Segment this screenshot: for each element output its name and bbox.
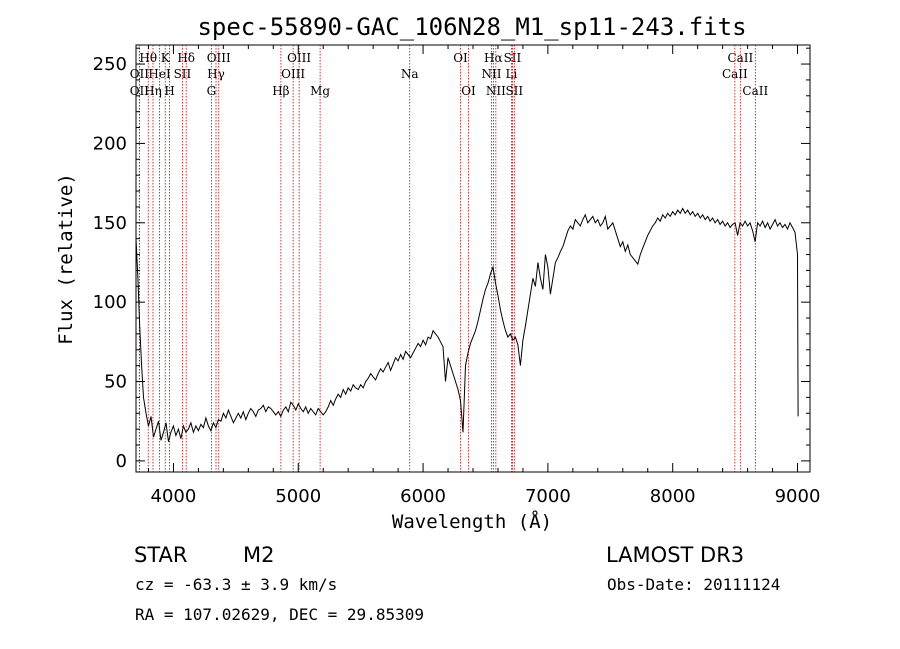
spectral-line-label-3: Hη — [144, 84, 162, 98]
spectral-line-label-27: CaII — [742, 84, 768, 98]
spectral-line-label-14: OIII — [281, 67, 305, 81]
spectral-line-label-21: NII — [486, 84, 506, 98]
survey-name: LAMOST DR3 — [606, 543, 744, 567]
y-tick-label-1: 50 — [104, 372, 127, 393]
x-axis-label: Wavelength (Å) — [392, 510, 552, 533]
spectral-line-label-12: Hβ — [272, 84, 289, 98]
spectral-line-label-13: OIII — [287, 51, 311, 65]
x-tick-label-0: 4000 — [151, 486, 197, 507]
x-tick-label-3: 7000 — [525, 486, 571, 507]
x-tick-label-2: 6000 — [400, 486, 446, 507]
x-tick-label-5: 9000 — [775, 486, 821, 507]
plot-frame — [135, 44, 811, 473]
chart-title: spec-55890-GAC_106N28_M1_sp11-243.fits — [197, 13, 746, 41]
y-tick-label-3: 150 — [93, 213, 127, 234]
spectrum-series — [135, 207, 799, 442]
spectral-line-label-2: OII — [130, 84, 150, 98]
spectral-line-label-1: OII — [130, 67, 150, 81]
observation-date: Obs-Date: 20111124 — [607, 575, 780, 594]
spectral-line-label-23: Li — [506, 67, 518, 81]
spectral-line-label-0: Hθ — [139, 51, 157, 65]
y-axis-ticks: 0 50 100 150 200 250 — [93, 47, 810, 472]
y-tick-label-4: 200 — [93, 133, 127, 154]
spectral-line-label-15: Mg — [310, 84, 330, 98]
spectral-line-label-19: Hα — [484, 51, 503, 65]
spectral-line-label-4: HeI — [148, 67, 171, 81]
y-tick-label-5: 250 — [93, 54, 127, 75]
spectral-line-label-6: H — [164, 84, 174, 98]
spectral-line-label-10: Hγ — [207, 67, 225, 81]
spectral-line-label-11: G — [207, 84, 217, 98]
object-subclass: M2 — [243, 543, 274, 567]
y-tick-label-0: 0 — [116, 451, 127, 472]
spectral-line-label-7: SII — [174, 67, 192, 81]
redshift-velocity: cz = -63.3 ± 3.9 km/s — [135, 575, 337, 594]
spectral-line-label-22: SII — [504, 51, 522, 65]
x-tick-label-4: 8000 — [650, 486, 696, 507]
spectral-line-label-16: Na — [401, 67, 419, 81]
y-axis-label: Flux (relative) — [55, 173, 77, 345]
spectral-line-label-8: Hδ — [177, 51, 195, 65]
x-axis-ticks: 4000 5000 6000 7000 8000 9000 — [147, 45, 821, 507]
object-type: STAR — [134, 543, 187, 567]
spectral-line-label-26: CaII — [722, 67, 748, 81]
spectral-line-label-20: NII — [481, 67, 501, 81]
spectral-line-label-25: CaII — [727, 51, 753, 65]
spectral-line-label-17: OI — [453, 51, 468, 65]
spectral-line-label-9: OIII — [207, 51, 231, 65]
y-tick-label-2: 100 — [93, 292, 127, 313]
spectral-line-label-5: K — [161, 51, 171, 65]
spectrum-line — [135, 207, 799, 442]
x-tick-label-1: 5000 — [275, 486, 321, 507]
spectral-line-label-24: SII — [505, 84, 523, 98]
spectral-line-label-18: OI — [461, 84, 476, 98]
coordinates: RA = 107.02629, DEC = 29.85309 — [135, 605, 424, 624]
